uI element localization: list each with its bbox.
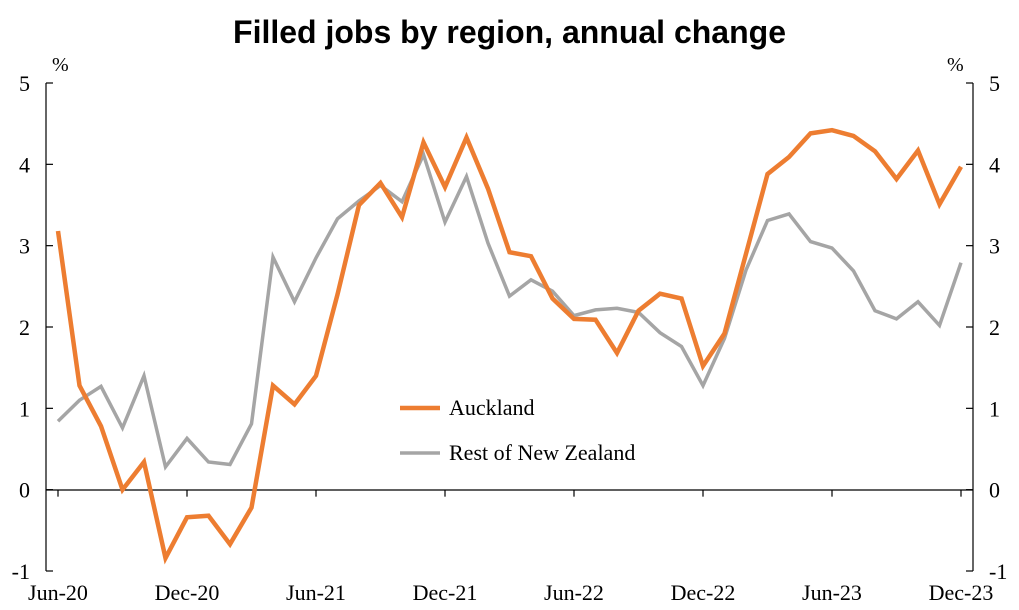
right-y-tick-label: 3 — [989, 234, 1000, 259]
right-y-unit: % — [947, 54, 964, 76]
right-y-tick-label: 0 — [989, 478, 1000, 503]
legend: Auckland Rest of New Zealand — [400, 395, 635, 465]
right-y-tick-label: 2 — [989, 315, 1000, 340]
left-y-tick-label: 1 — [19, 396, 30, 421]
right-y-tick-label: -1 — [989, 559, 1007, 584]
x-tick-label: Dec-20 — [155, 580, 220, 605]
left-y-tick-label: 5 — [19, 71, 30, 96]
series-line-auckland — [55, 127, 963, 565]
series-line-rest-of-new-zealand — [56, 149, 963, 471]
x-tick-label: Jun-21 — [286, 580, 346, 605]
x-tick-label: Dec-22 — [671, 580, 736, 605]
legend-label-rest-of-new-zealand: Rest of New Zealand — [449, 440, 635, 465]
x-tick-label: Jun-22 — [544, 580, 604, 605]
left-y-tick-label: 4 — [19, 152, 30, 177]
left-y-tick-label: 2 — [19, 315, 30, 340]
right-y-tick-label: 4 — [989, 152, 1000, 177]
right-y-tick-label: 1 — [989, 396, 1000, 421]
left-y-unit: % — [52, 54, 69, 76]
x-tick-label: Jun-23 — [802, 580, 862, 605]
x-tick-label: Dec-21 — [413, 580, 478, 605]
left-y-tick-label: -1 — [12, 559, 30, 584]
left-y-ticks: -1 0 1 2 3 4 5 — [12, 71, 53, 584]
axes — [45, 83, 974, 571]
legend-label-auckland: Auckland — [449, 395, 535, 420]
right-y-ticks: -1 0 1 2 3 4 5 — [966, 71, 1007, 584]
left-y-tick-label: 0 — [19, 478, 30, 503]
left-y-tick-label: 3 — [19, 234, 30, 259]
x-tick-label: Jun-20 — [28, 580, 88, 605]
chart-title: Filled jobs by region, annual change — [233, 14, 786, 50]
x-tick-label: Dec-23 — [929, 580, 994, 605]
right-y-tick-label: 5 — [989, 71, 1000, 96]
x-ticks: Jun-20 Dec-20 Jun-21 Dec-21 Jun-22 Dec-22 Jun-… — [28, 489, 994, 605]
series-lines — [55, 127, 963, 565]
